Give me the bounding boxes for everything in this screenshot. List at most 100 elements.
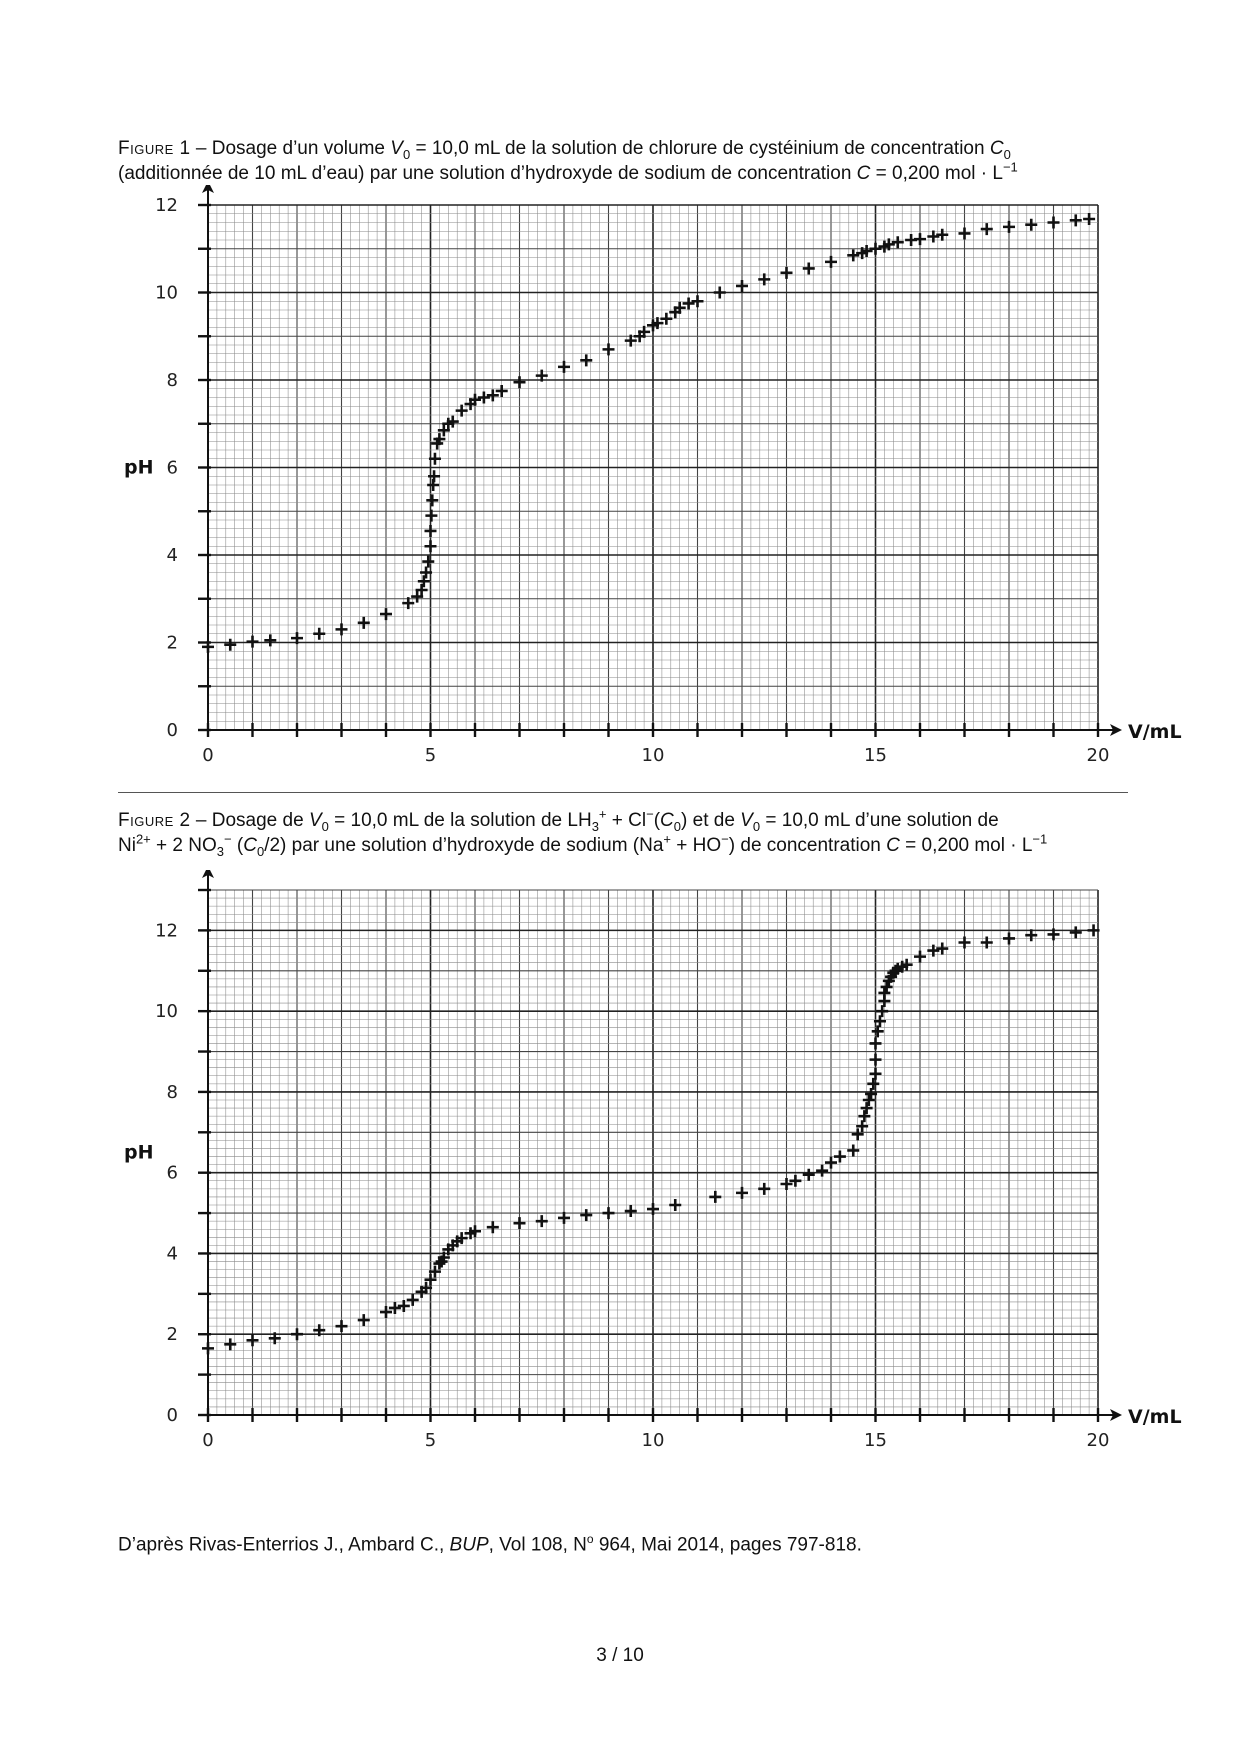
data-point (802, 1168, 815, 1181)
caption-text: (additionnée de 10 mL d’eau) par une sol… (118, 163, 857, 184)
data-point (580, 1209, 593, 1222)
data-point (422, 555, 435, 568)
data-point (780, 266, 793, 279)
caption-text: = 0,200 mol · L (870, 163, 1003, 184)
data-point (1069, 214, 1082, 227)
data-point (486, 1221, 499, 1234)
y-tick-label: 10 (155, 283, 178, 304)
figure-2-caption: Figure 2 – Dosage de V0 = 10,0 mL de la … (118, 808, 1128, 858)
data-point (1003, 932, 1015, 945)
data-point (437, 1251, 450, 1264)
c0-subscript: 0 (673, 818, 682, 834)
x-tick-label: 0 (202, 745, 213, 766)
y-tick-label: 2 (167, 1324, 178, 1345)
data-point (691, 295, 704, 308)
data-point (980, 936, 993, 949)
source-text: , Vol 108, N (488, 1534, 587, 1556)
y-axis-label: pH (124, 457, 154, 479)
data-point (833, 1150, 846, 1163)
data-point (264, 634, 277, 647)
data-point (428, 452, 441, 465)
ho-superscript: − (721, 831, 729, 847)
data-point (357, 616, 370, 629)
data-point (914, 950, 926, 963)
data-point (291, 632, 303, 645)
caption-dash: – (190, 810, 212, 831)
data-point (202, 1342, 214, 1355)
y-tick-label: 4 (167, 1243, 178, 1264)
data-point (535, 1215, 548, 1228)
chart-1-points (202, 213, 1096, 653)
data-point (825, 255, 837, 268)
figure-2-chart: 0 5 10 15 20 0 2 4 6 8 10 12 V/mL pH (124, 870, 1182, 1451)
data-point (878, 986, 891, 999)
y-tick-label: 6 (167, 1163, 178, 1184)
figure-separator (118, 792, 1128, 793)
x-tick-label: 20 (1087, 745, 1110, 766)
y-tick-label: 0 (167, 1405, 178, 1426)
data-point (424, 1273, 437, 1286)
v0-symbol: V (390, 138, 403, 159)
source-reference: D’après Rivas-Enterrios J., Ambard C., B… (118, 1532, 862, 1556)
data-point (869, 1053, 882, 1066)
x-tick-label: 10 (642, 1430, 665, 1451)
chart-2-grid (207, 889, 1099, 1416)
x-axis-label: V/mL (1128, 1406, 1182, 1428)
chart-2-points (202, 924, 1100, 1355)
lh-subscript: 3 (591, 818, 599, 834)
y-axis-arrow (202, 870, 214, 878)
data-point (535, 369, 548, 382)
figure-1-caption-line-1: Figure 1 – Dosage d’un volume V0 = 10,0 … (118, 136, 1128, 161)
data-point (980, 223, 993, 236)
data-point (486, 389, 499, 402)
data-point (865, 1087, 878, 1100)
data-point (433, 1257, 446, 1270)
data-point (736, 1186, 748, 1199)
data-point (927, 230, 940, 243)
data-point (335, 623, 348, 636)
data-point (673, 301, 686, 314)
caption-text: Dosage de (211, 810, 309, 831)
data-point (851, 1128, 864, 1141)
data-point (420, 1281, 433, 1294)
ni-superscript: 2+ (135, 831, 151, 847)
c-symbol: C (886, 835, 900, 856)
source-text: 964, Mai 2014, pages 797-818. (593, 1534, 862, 1556)
data-point (602, 1207, 615, 1220)
data-point (847, 1144, 860, 1157)
data-point (291, 1328, 303, 1341)
v0-subscript: 0 (752, 818, 761, 834)
data-point (417, 575, 430, 588)
y-axis-arrow (202, 185, 214, 193)
data-point (402, 597, 415, 610)
data-point (424, 540, 437, 553)
caption-text: = 10,0 mL d’une solution de (760, 810, 999, 831)
data-point (357, 1314, 370, 1327)
x-tick-label: 20 (1087, 1430, 1110, 1451)
x-axis-label: V/mL (1128, 721, 1182, 743)
data-point (428, 470, 441, 483)
data-point (268, 1332, 281, 1345)
data-point (469, 393, 481, 406)
data-point (862, 1094, 875, 1106)
c-symbol: C (856, 163, 871, 184)
data-point (495, 384, 508, 397)
figure-1-caption-line-2: (additionnée de 10 mL d’eau) par une sol… (118, 161, 1128, 186)
data-point (900, 958, 913, 971)
caption-text: = 10,0 mL de la solution de LH (328, 810, 592, 831)
data-point (1003, 220, 1015, 233)
figure-2-caption-line-1: Figure 2 – Dosage de V0 = 10,0 mL de la … (118, 808, 1128, 833)
data-point (882, 238, 895, 251)
y-tick-label: 10 (155, 1001, 178, 1022)
caption-dash: – (190, 138, 212, 159)
data-point (1047, 216, 1060, 229)
y-tick-label: 8 (167, 1082, 178, 1103)
source-text: D’après Rivas-Enterrios J., Ambard C., (118, 1534, 450, 1556)
y-tick-label: 0 (167, 720, 178, 741)
caption-text: + Cl (606, 810, 647, 831)
data-point (426, 494, 439, 507)
v0-symbol: V (740, 810, 753, 831)
data-point (455, 404, 468, 417)
data-point (335, 1320, 348, 1333)
data-point (780, 1178, 793, 1190)
